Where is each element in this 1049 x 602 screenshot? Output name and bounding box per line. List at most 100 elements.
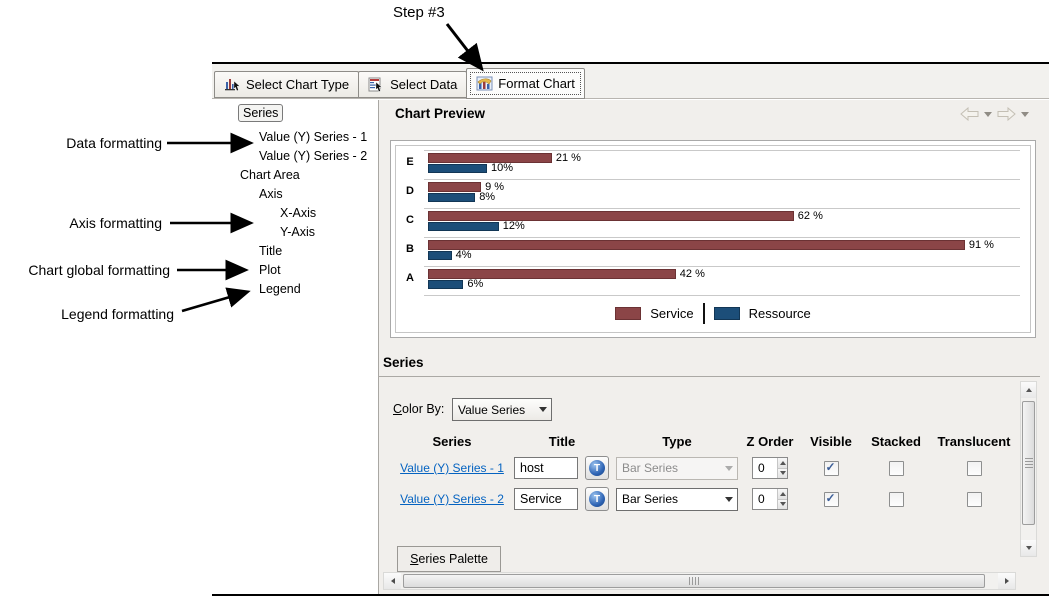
column-header-visible: Visible	[810, 433, 852, 449]
legend-label-service: Service	[650, 306, 694, 321]
spinner-up-icon[interactable]	[778, 489, 787, 500]
tree-item-series[interactable]: Series	[238, 104, 284, 122]
z-order-value: 0	[758, 461, 765, 475]
tree-item-value-y-series-1[interactable]: Value (Y) Series - 1	[259, 130, 368, 144]
translucent-checkbox[interactable]	[966, 491, 982, 507]
bar-value-label: 9 %	[485, 181, 505, 193]
scroll-down-icon[interactable]	[1021, 540, 1036, 556]
bar-value-label: 10%	[491, 162, 514, 174]
format-chart-icon	[476, 76, 493, 91]
chart-gridline	[424, 150, 1020, 151]
series-palette-label: Series Palette	[410, 552, 488, 566]
bar-service	[428, 269, 676, 279]
z-order-value: 0	[758, 492, 765, 506]
bar-ressource	[428, 163, 487, 173]
z-order-spinner[interactable]: 0	[752, 457, 788, 479]
chart-type-icon	[224, 77, 241, 92]
spinner-up-icon[interactable]	[778, 458, 787, 469]
scroll-left-icon[interactable]	[384, 573, 401, 589]
format-tree-panel: Series Value (Y) Series - 1 Value (Y) Seri…	[212, 100, 378, 594]
visible-cell	[802, 456, 860, 480]
stacked-checkbox[interactable]	[888, 460, 904, 476]
triangle-down	[779, 502, 786, 507]
horizontal-scrollbar[interactable]	[383, 572, 1016, 590]
column-header-stacked: Stacked	[871, 433, 921, 449]
color-by-value: Value Series	[458, 402, 526, 417]
format-text-icon: T	[589, 491, 605, 507]
stacked-checkbox[interactable]	[888, 491, 904, 507]
translucent-checkbox[interactable]	[966, 460, 982, 476]
bar-value-label: 21 %	[555, 152, 581, 164]
scroll-up-icon[interactable]	[1021, 382, 1036, 398]
forward-arrow-icon[interactable]	[997, 107, 1016, 121]
chevron-down-icon	[534, 399, 551, 420]
series-type-value: Bar Series	[622, 461, 679, 475]
triangle	[724, 465, 733, 471]
select-data-icon	[368, 77, 385, 92]
category-label: C	[406, 214, 414, 226]
tab-select-chart-type[interactable]: Select Chart Type	[214, 71, 360, 98]
series-table: Series Title Type Z Order Visible Stacked Tran…	[396, 433, 1016, 511]
spinner-down-icon[interactable]	[778, 499, 787, 509]
bar-value-label: 4%	[455, 249, 472, 261]
chart-gridline	[424, 237, 1020, 238]
vscroll-thumb[interactable]	[1022, 401, 1035, 525]
forward-dropdown-icon[interactable]	[1021, 111, 1029, 117]
format-btn-cell: T	[584, 456, 610, 480]
color-by-combo[interactable]: Value Series	[452, 398, 552, 421]
scroll-right-icon[interactable]	[998, 573, 1015, 589]
z-order-spinner[interactable]: 0	[752, 488, 788, 510]
tab-select-data[interactable]: Select Data	[358, 71, 468, 98]
tree-item-x-axis[interactable]: X-Axis	[280, 206, 317, 220]
column-header-z-order: Z Order	[746, 433, 794, 449]
hscroll-track[interactable]	[401, 573, 998, 589]
bar-service	[428, 211, 794, 221]
format-text-button[interactable]: T	[585, 487, 609, 511]
bar-value-label: 62 %	[797, 210, 823, 222]
tree-item-y-axis[interactable]: Y-Axis	[280, 225, 315, 239]
translucent-cell	[932, 456, 1016, 480]
vertical-scrollbar[interactable]	[1020, 381, 1037, 557]
series-type-combo[interactable]: Bar Series	[616, 487, 738, 511]
tree-item-axis[interactable]: Axis	[259, 187, 283, 201]
callout-chart-global-formatting: Chart global formatting	[28, 262, 170, 278]
series-link-value-y-series-1[interactable]: Value (Y) Series - 1	[400, 461, 504, 475]
visible-cell	[802, 487, 860, 511]
tree-item-legend[interactable]: Legend	[259, 282, 301, 296]
category-label: E	[406, 156, 414, 168]
bar-value-label: 91 %	[968, 239, 994, 251]
callout-axis-formatting: Axis formatting	[69, 215, 162, 231]
tree-item-title[interactable]: Title	[259, 244, 283, 258]
spinner-buttons	[777, 489, 787, 509]
chart-legend: Service Ressource	[396, 303, 1030, 324]
back-dropdown-icon[interactable]	[984, 111, 992, 117]
visible-checkbox[interactable]	[823, 491, 839, 507]
tree-item-plot[interactable]: Plot	[259, 263, 281, 277]
hscroll-thumb[interactable]	[403, 574, 985, 588]
chart-gridline	[424, 208, 1020, 209]
legend-swatch-service	[615, 307, 642, 320]
tree-item-chart-area[interactable]: Chart Area	[240, 168, 300, 182]
format-text-icon: T	[589, 460, 605, 476]
category-label: B	[406, 243, 414, 255]
series-section-rule	[378, 376, 1040, 377]
tree-item-value-y-series-2[interactable]: Value (Y) Series - 2	[259, 149, 368, 163]
back-arrow-icon[interactable]	[960, 107, 979, 121]
format-text-button[interactable]: T	[585, 456, 609, 480]
series-link-value-y-series-2[interactable]: Value (Y) Series - 2	[400, 492, 504, 506]
series-section-title: Series	[383, 355, 424, 370]
title-cell	[514, 456, 578, 480]
tab-label: Select Chart Type	[246, 77, 350, 92]
wizard-tab-bar: Select Chart Type Select Data Format Chart	[212, 64, 1049, 99]
series-palette-tab[interactable]: Series Palette	[397, 546, 501, 572]
tab-format-chart[interactable]: Format Chart	[466, 68, 585, 99]
spinner-down-icon[interactable]	[778, 468, 787, 478]
series-title-input[interactable]	[514, 457, 578, 479]
triangle-up	[779, 460, 786, 465]
bar-ressource	[428, 221, 499, 231]
series-title-input[interactable]	[514, 488, 578, 510]
visible-checkbox[interactable]	[823, 460, 839, 476]
legend-divider	[702, 303, 705, 324]
column-header-series: Series	[432, 433, 472, 449]
